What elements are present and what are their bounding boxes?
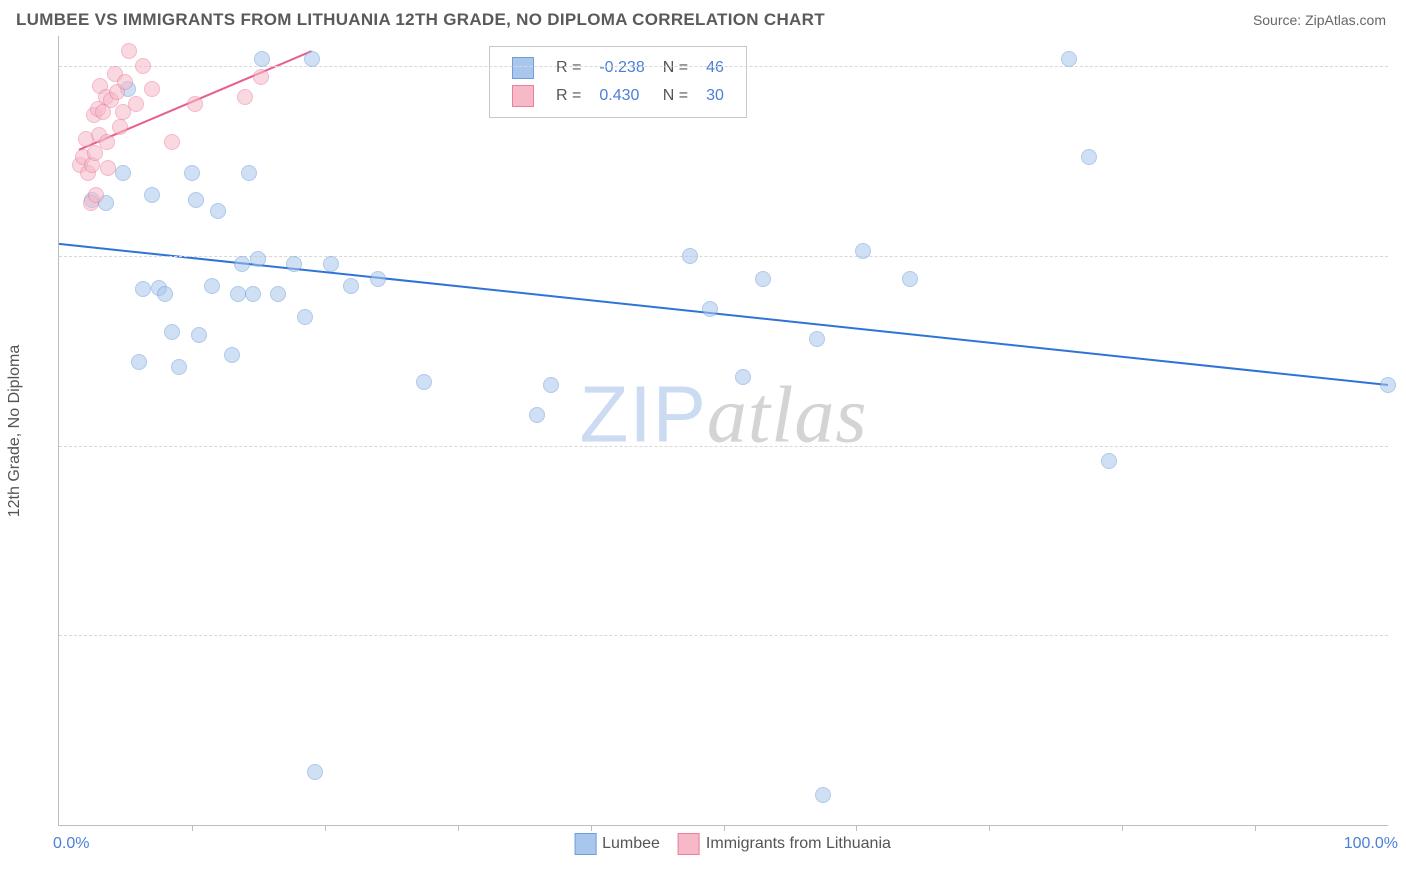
data-point: [157, 286, 173, 302]
legend-n-value: 46: [698, 55, 732, 81]
x-tick: [724, 825, 725, 831]
x-tick: [1122, 825, 1123, 831]
x-tick: [325, 825, 326, 831]
chart-area: 12th Grade, No Diploma ZIPatlas R =-0.23…: [58, 36, 1388, 836]
legend-r-value: -0.238: [591, 55, 652, 81]
data-point: [135, 58, 151, 74]
data-point: [253, 69, 269, 85]
data-point: [809, 331, 825, 347]
data-point: [1380, 377, 1396, 393]
data-point: [297, 309, 313, 325]
data-point: [144, 81, 160, 97]
data-point: [112, 119, 128, 135]
data-point: [1101, 453, 1117, 469]
data-point: [702, 301, 718, 317]
data-point: [234, 256, 250, 272]
x-tick: [856, 825, 857, 831]
data-point: [370, 271, 386, 287]
data-point: [88, 187, 104, 203]
y-tick-label: 100.0%: [1398, 57, 1406, 75]
data-point: [543, 377, 559, 393]
data-point: [117, 74, 133, 90]
legend-row: R =0.430N =30: [504, 83, 732, 109]
data-point: [815, 787, 831, 803]
legend-r-label: R =: [548, 55, 589, 81]
data-point: [241, 165, 257, 181]
data-point: [135, 281, 151, 297]
legend-label: Immigrants from Lithuania: [706, 835, 891, 852]
x-axis-max: 100.0%: [1344, 835, 1398, 853]
x-tick: [458, 825, 459, 831]
data-point: [304, 51, 320, 67]
legend-label: Lumbee: [602, 835, 660, 852]
grid-line: [59, 446, 1388, 447]
data-point: [270, 286, 286, 302]
data-point: [755, 271, 771, 287]
data-point: [188, 192, 204, 208]
legend-swatch: [574, 833, 596, 855]
data-point: [164, 324, 180, 340]
data-point: [115, 165, 131, 181]
x-tick: [192, 825, 193, 831]
data-point: [237, 89, 253, 105]
grid-line: [59, 635, 1388, 636]
y-tick-label: 75.0%: [1398, 437, 1406, 455]
data-point: [171, 359, 187, 375]
y-tick-label: 62.5%: [1398, 626, 1406, 644]
x-axis-min: 0.0%: [53, 835, 89, 853]
x-tick: [989, 825, 990, 831]
correlation-legend: R =-0.238N =46R =0.430N =30: [489, 46, 747, 118]
data-point: [204, 278, 220, 294]
data-point: [343, 278, 359, 294]
data-point: [250, 251, 266, 267]
data-point: [128, 96, 144, 112]
trend-lines: [59, 36, 1388, 825]
data-point: [245, 286, 261, 302]
data-point: [99, 134, 115, 150]
data-point: [735, 369, 751, 385]
data-point: [210, 203, 226, 219]
legend-swatch: [504, 55, 546, 81]
chart-title: LUMBEE VS IMMIGRANTS FROM LITHUANIA 12TH…: [16, 10, 825, 30]
legend-r-label: R =: [548, 83, 589, 109]
data-point: [254, 51, 270, 67]
legend-swatch: [678, 833, 700, 855]
chart-header: LUMBEE VS IMMIGRANTS FROM LITHUANIA 12TH…: [0, 0, 1406, 36]
x-tick: [1255, 825, 1256, 831]
legend-n-label: N =: [655, 55, 696, 81]
data-point: [323, 256, 339, 272]
data-point: [682, 248, 698, 264]
data-point: [1061, 51, 1077, 67]
x-tick: [591, 825, 592, 831]
data-point: [416, 374, 432, 390]
data-point: [191, 327, 207, 343]
y-axis-label: 12th Grade, No Diploma: [6, 344, 24, 517]
data-point: [164, 134, 180, 150]
chart-source: Source: ZipAtlas.com: [1253, 12, 1386, 28]
data-point: [144, 187, 160, 203]
data-point: [224, 347, 240, 363]
legend-swatch: [504, 83, 546, 109]
grid-line: [59, 66, 1388, 67]
plot-area: 12th Grade, No Diploma ZIPatlas R =-0.23…: [58, 36, 1388, 826]
data-point: [286, 256, 302, 272]
data-point: [1081, 149, 1097, 165]
data-point: [187, 96, 203, 112]
legend-n-value: 30: [698, 83, 732, 109]
data-point: [100, 160, 116, 176]
data-point: [230, 286, 246, 302]
legend-n-label: N =: [655, 83, 696, 109]
y-tick-label: 87.5%: [1398, 247, 1406, 265]
data-point: [121, 43, 137, 59]
series-legend: Lumbee Immigrants from Lithuania: [556, 833, 891, 855]
data-point: [131, 354, 147, 370]
data-point: [307, 764, 323, 780]
legend-r-value: 0.430: [591, 83, 652, 109]
data-point: [529, 407, 545, 423]
data-point: [184, 165, 200, 181]
data-point: [902, 271, 918, 287]
data-point: [855, 243, 871, 259]
legend-row: R =-0.238N =46: [504, 55, 732, 81]
